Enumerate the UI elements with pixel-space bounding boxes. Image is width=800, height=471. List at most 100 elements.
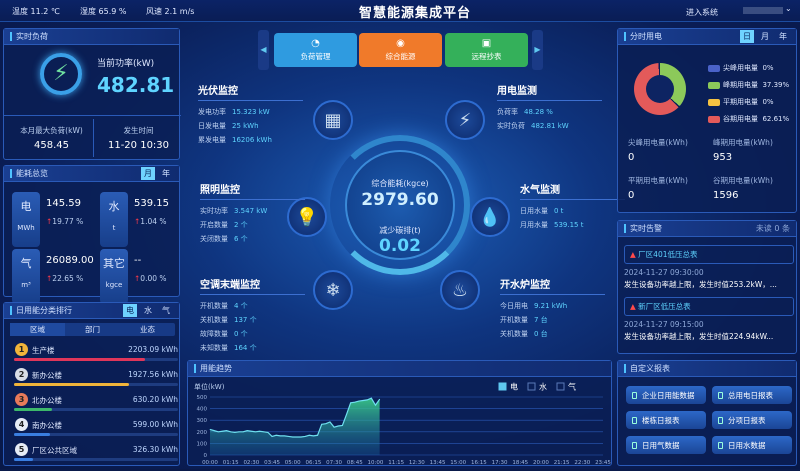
tab-area[interactable]: 区域	[10, 323, 65, 336]
data-point	[300, 436, 302, 438]
alarm-message: 发生设备功率越上限，发生时值224.94kW...	[624, 332, 774, 341]
enter-system-link[interactable]: 进入系统	[686, 8, 718, 17]
report-button[interactable]: 日用气数据	[626, 436, 706, 454]
metric-label: 关机数量	[200, 316, 228, 324]
button-label: 综合能源	[385, 52, 416, 61]
category-box: 气 m³	[12, 249, 40, 304]
occur-time-label: 发生时间	[123, 126, 154, 135]
report-button[interactable]: 日用水数据	[712, 436, 792, 454]
x-tick-label: 13:45	[430, 460, 446, 466]
report-label: 日用气数据	[642, 440, 680, 450]
x-tick-label: 02:30	[243, 460, 259, 466]
metric-value: 164 个	[234, 344, 257, 352]
monitor-row: 开机数量 7 台	[500, 313, 605, 327]
rank-badge: 4	[15, 418, 28, 431]
light-bulb-icon[interactable]: 💡	[287, 197, 327, 237]
nav-next-button[interactable]: ▶	[532, 30, 543, 70]
alarm-icon: ▲	[630, 302, 636, 311]
user-menu[interactable]	[743, 7, 783, 14]
ranking-item[interactable]: 4 南办公楼 599.00 kWh	[12, 418, 178, 446]
monitor-row: 今日用电 9.21 kWh	[500, 299, 605, 313]
category-box: 其它 kgce	[100, 249, 128, 304]
legend-checkbox[interactable]	[527, 382, 536, 391]
data-point	[313, 435, 314, 437]
report-icon	[718, 441, 723, 449]
tab-year[interactable]: 年	[779, 32, 787, 41]
stat-value: 1596	[713, 190, 739, 201]
button-label: 负荷管理	[300, 52, 331, 61]
x-tick-label: 23:45	[595, 460, 611, 466]
ranking-value: 1927.56 kWh	[128, 370, 178, 379]
data-point	[308, 434, 310, 436]
x-tick-label: 10:00	[368, 460, 384, 466]
ranking-item[interactable]: 3 北办公楼 630.20 kWh	[12, 393, 178, 421]
unread-count[interactable]: 未读 0 条	[755, 224, 790, 233]
water-drop-icon[interactable]: 💧	[470, 197, 510, 237]
tab-month[interactable]: 月	[761, 32, 769, 41]
data-point	[366, 399, 368, 401]
monitor-title: 照明监控	[200, 181, 305, 200]
report-button[interactable]: 楼栋日报表	[626, 411, 706, 429]
alarm-item[interactable]: ▲ 厂区401低压总表 2024-11-27 09:30:00 发生设备功率越上限，…	[624, 245, 794, 290]
panel-title: 实时告警	[630, 224, 662, 233]
ranking-item[interactable]: 5 厂区公共区域 326.30 kWh	[12, 443, 178, 471]
report-button[interactable]: 企业日用能数据	[626, 386, 706, 404]
data-point	[217, 431, 219, 433]
load-management-button[interactable]: ◔ 负荷管理	[274, 33, 357, 67]
ranking-name: 北办公楼	[32, 396, 62, 405]
lightning-icon[interactable]: ⚡	[445, 100, 485, 140]
button-label: 远程抄表	[471, 52, 502, 61]
report-button[interactable]: 总用电日报表	[712, 386, 792, 404]
x-tick-label: 05:00	[285, 460, 301, 466]
rank-badge: 5	[15, 443, 28, 456]
data-point	[246, 430, 248, 432]
overview-item: 气 m³ 26089.00 ↑22.65 %	[4, 249, 94, 309]
tab-day[interactable]: 日	[740, 30, 754, 43]
overview-item: 电 MWh 145.59 ↑19.77 %	[4, 192, 92, 252]
metric-label: 负荷率	[497, 108, 518, 116]
report-button[interactable]: 分项日报表	[712, 411, 792, 429]
alarm-item[interactable]: ▲ 新厂区低压总表 2024-11-27 09:15:00 发生设备功率越上限，发生…	[624, 297, 794, 342]
legend-checkbox[interactable]	[498, 382, 507, 391]
monitor-row: 实时功率 3.547 kW	[200, 204, 305, 218]
tab-month[interactable]: 月	[141, 167, 155, 180]
tab-gas[interactable]: 气	[162, 306, 170, 315]
nav-prev-button[interactable]: ◀	[258, 30, 269, 70]
water-boiler-icon[interactable]: ♨	[440, 270, 480, 310]
tab-water[interactable]: 水	[144, 306, 152, 315]
tab-year[interactable]: 年	[162, 169, 170, 178]
legend-percent: 0%	[762, 64, 774, 72]
monitor-title: 用电监测	[497, 82, 602, 101]
data-point	[296, 436, 298, 438]
center-ring	[330, 135, 470, 275]
integrated-energy-button[interactable]: ◉ 综合能源	[359, 33, 442, 67]
ranking-item[interactable]: 1 生产楼 2203.09 kWh	[12, 343, 178, 371]
ranking-item[interactable]: 2 新办公楼 1927.56 kWh	[12, 368, 178, 396]
metric-label: 关机数量	[500, 330, 528, 338]
solar-panel-icon[interactable]: ▦	[313, 100, 353, 140]
series-line-electric	[209, 397, 381, 438]
data-point	[230, 431, 232, 433]
tab-business[interactable]: 业态	[140, 325, 155, 334]
stat-label: 峰期用电量(kWh)	[713, 138, 773, 147]
arrow-up-icon: ↑	[46, 274, 53, 283]
custom-report-panel: 自定义报表 企业日用能数据 总用电日报表 楼栋日报表 分项日报表 日用气数据 日用水数据	[617, 360, 797, 466]
monitor-row: 日发电量 25 kWh	[198, 119, 303, 133]
energy-overview-panel: 能耗总览 月年 电 MWh 145.59 ↑19.77 % 水 t 539.15 ↑1…	[3, 165, 180, 304]
tab-department[interactable]: 部门	[85, 325, 100, 334]
legend-checkbox[interactable]	[556, 382, 565, 391]
remote-meter-button[interactable]: ▣ 远程抄表	[445, 33, 528, 67]
category-box: 电 MWh	[12, 192, 40, 247]
chart-title: 用能趋势	[200, 364, 232, 373]
legend-item: 尖峰用电量 0%	[708, 63, 789, 73]
chevron-down-icon[interactable]: ⌄	[785, 4, 792, 13]
air-conditioner-icon[interactable]: ❄	[313, 270, 353, 310]
alarm-time: 2024-11-27 09:15:00	[624, 320, 704, 329]
tab-electric[interactable]: 电	[123, 304, 137, 317]
metric-value: 25 kWh	[232, 122, 259, 130]
ranking-value: 326.30 kWh	[132, 445, 178, 454]
monitor-row: 开启数量 2 个	[200, 218, 305, 232]
category-value: 145.59	[46, 198, 81, 209]
report-icon	[632, 391, 637, 399]
